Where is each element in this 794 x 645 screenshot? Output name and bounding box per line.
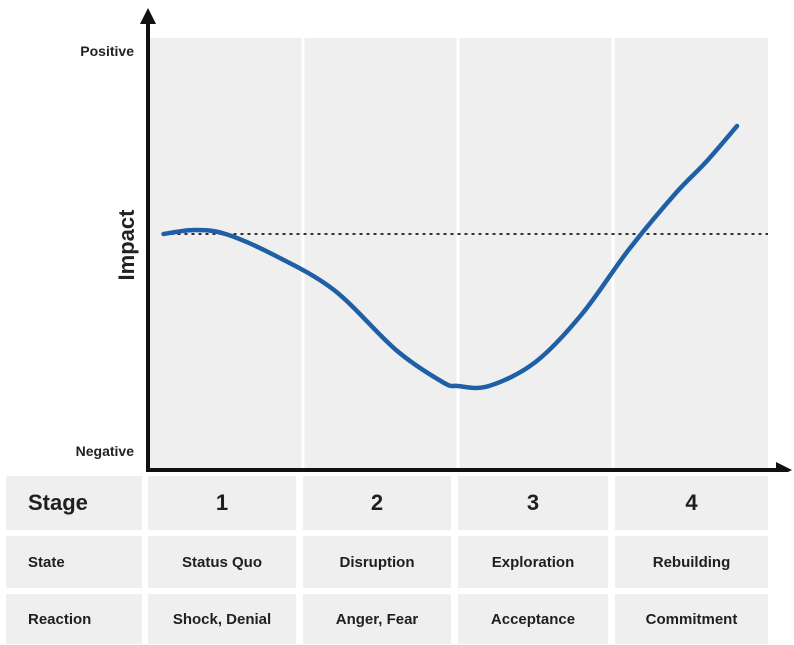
state-stage-1: Status Quo xyxy=(148,536,296,588)
reaction-label: Reaction xyxy=(6,594,142,644)
y-axis-label-negative: Negative xyxy=(76,443,135,459)
x-axis-arrow xyxy=(776,462,792,472)
stage-table: Stage 1 2 3 4 State Status Quo Disruptio… xyxy=(0,472,794,645)
y-axis-label-positive: Positive xyxy=(80,43,134,59)
state-label: State xyxy=(6,536,142,588)
state-stage-3: Exploration xyxy=(458,536,608,588)
reaction-stage-3: Acceptance xyxy=(458,594,608,644)
stage-3: 3 xyxy=(458,476,608,530)
y-axis-arrow xyxy=(140,8,156,24)
reaction-stage-4: Commitment xyxy=(615,594,768,644)
reaction-stage-1: Shock, Denial xyxy=(148,594,296,644)
impact-curve xyxy=(161,123,740,391)
chart: Positive Negative Impact xyxy=(76,8,792,472)
band-dividers xyxy=(301,38,615,470)
state-stage-2: Disruption xyxy=(303,536,451,588)
y-axis-title: Impact xyxy=(114,209,139,281)
stage-4: 4 xyxy=(615,476,768,530)
stage-2: 2 xyxy=(303,476,451,530)
reaction-stage-2: Anger, Fear xyxy=(303,594,451,644)
stage-header-label: Stage xyxy=(6,476,142,530)
stage-1: 1 xyxy=(148,476,296,530)
state-stage-4: Rebuilding xyxy=(615,536,768,588)
